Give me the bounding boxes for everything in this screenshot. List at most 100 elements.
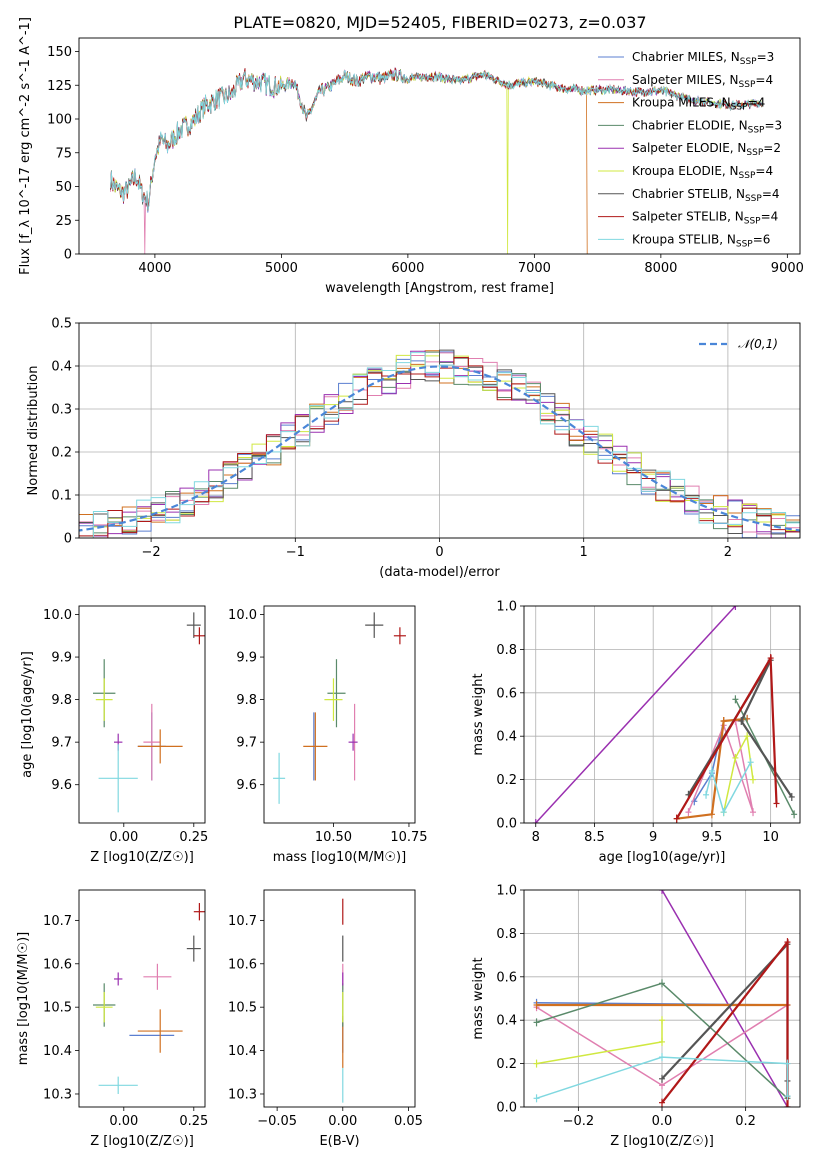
legend-value: =4 xyxy=(755,164,773,178)
residuals-panel: −2 −1 0 1 2 0 0.1 0.2 0.3 0.4 0.5 (data-model)/erro… xyxy=(26,317,801,580)
plot-area xyxy=(532,606,798,823)
mass-vs-ebv-panel: −0.05 0.00 0.05 10.3 10.4 10.5 10.6 10.7 E(B-V) xyxy=(228,889,423,1149)
y-tick-label: 9.8 xyxy=(236,693,257,708)
plot-area xyxy=(533,890,791,1107)
y-tick-label: 50 xyxy=(55,180,72,195)
x-tick-label: 4000 xyxy=(138,261,171,276)
y-tick-label: 0.2 xyxy=(496,773,517,788)
y-axis-label: age [log10(age/yr)] xyxy=(20,651,35,778)
y-axis-label: Flux [f_λ 10^-17 erg cm^-2 s^-1 A^-1] xyxy=(18,17,33,275)
plot-area xyxy=(273,612,406,804)
x-tick-label: 0.25 xyxy=(179,1114,208,1129)
axes-frame xyxy=(263,889,416,1108)
legend-value: =3 xyxy=(757,50,775,64)
x-tick-label: 0.00 xyxy=(328,1114,357,1129)
y-tick-label: 10.5 xyxy=(43,1001,72,1016)
legend-label: Chabrier ELODIE, NSSP=3 xyxy=(632,118,782,135)
y-tick-label: 125 xyxy=(47,79,72,94)
y-tick-label: 100 xyxy=(47,113,72,128)
x-tick-label: 2 xyxy=(724,545,732,560)
mass-vs-z-panel: 0.00 0.25 10.3 10.4 10.5 10.6 10.7 Z [log10(Z/Z… xyxy=(16,889,208,1149)
y-tick-label: 9.7 xyxy=(51,736,72,751)
legend-label: Kroupa MILES, NSSP=4 xyxy=(632,96,765,113)
legend-value: =2 xyxy=(763,141,781,155)
legend-label: Chabrier MILES, NSSP=3 xyxy=(632,50,774,67)
x-tick-label: −0.2 xyxy=(563,1114,595,1129)
y-tick-label: 9.9 xyxy=(236,651,257,666)
legend-value: =4 xyxy=(755,73,773,87)
y-tick-label: 10.5 xyxy=(228,1001,257,1016)
y-tick-label: 10.7 xyxy=(43,914,72,929)
age-vs-z-panel: 0.00 0.25 9.6 9.7 9.8 9.9 10.0 Z [log10(Z/Z☉)] a… xyxy=(20,605,208,865)
x-tick-label: 8000 xyxy=(644,261,677,276)
y-tick-label: 1.0 xyxy=(496,600,517,615)
y-tick-label: 0.6 xyxy=(496,970,517,985)
axes-frame xyxy=(78,322,801,539)
y-tick-label: 0.4 xyxy=(51,360,72,375)
x-tick-label: −1 xyxy=(286,545,305,560)
weight-line xyxy=(536,1056,789,1100)
y-tick-label: 9.7 xyxy=(236,736,257,751)
y-tick-label: 0.2 xyxy=(496,1057,517,1072)
x-axis-label: Z [log10(Z/Z☉)] xyxy=(90,1134,194,1149)
x-tick-label: 6000 xyxy=(391,261,424,276)
y-tick-label: 10.6 xyxy=(43,957,72,972)
axes-frame xyxy=(523,605,801,824)
y-tick-label: 9.6 xyxy=(236,778,257,793)
x-tick-label: 0.0 xyxy=(652,1114,673,1129)
x-tick-label: 8 xyxy=(532,830,540,845)
y-tick-label: 10.6 xyxy=(228,957,257,972)
x-tick-label: 5000 xyxy=(265,261,298,276)
y-tick-label: 0.2 xyxy=(51,446,72,461)
x-tick-label: 0.2 xyxy=(735,1114,756,1129)
spectrum-panel: 4000 5000 6000 7000 8000 9000 0 25 50 75 100 125 150… xyxy=(18,17,804,296)
weight-vs-z-panel: −0.2 0.0 0.2 0.0 0.2 0.4 0.6 0.8 1.0 Z [log10(Z/Z… xyxy=(471,884,801,1149)
axes-frame xyxy=(263,605,416,824)
x-tick-label: 0.05 xyxy=(394,1114,423,1129)
y-tick-label: 0.3 xyxy=(51,403,72,418)
legend-subscript: SSP xyxy=(748,125,765,135)
y-tick-label: 9.8 xyxy=(51,693,72,708)
y-tick-label: 10.4 xyxy=(43,1044,72,1059)
legend-value: =4 xyxy=(762,187,780,201)
weight-line xyxy=(705,761,752,815)
y-tick-label: 10.3 xyxy=(228,1087,257,1102)
legend-label: Chabrier STELIB, NSSP=4 xyxy=(632,187,780,204)
weight-line xyxy=(535,606,736,823)
x-axis-label: Z [log10(Z/Z☉)] xyxy=(610,1134,714,1149)
y-tick-label: 75 xyxy=(55,146,72,161)
y-axis-label: mass [log10(M/M☉)] xyxy=(16,932,31,1065)
weight-line xyxy=(536,1020,663,1065)
age-vs-mass-panel: 10.50 10.75 9.6 9.7 9.8 9.9 10.0 mass [log10(M/… xyxy=(228,605,428,865)
x-axis-label: (data-model)/error xyxy=(379,565,500,580)
legend-label: Salpeter ELODIE, NSSP=2 xyxy=(632,141,781,158)
legend-subscript: SSP xyxy=(740,57,757,67)
y-tick-label: 0.6 xyxy=(496,686,517,701)
weight-line xyxy=(675,654,778,820)
y-axis-label: Normed distribution xyxy=(26,366,41,496)
y-tick-label: 10.0 xyxy=(228,608,257,623)
y-tick-label: 9.9 xyxy=(51,651,72,666)
plot-area xyxy=(79,349,800,538)
figure-title: PLATE=0820, MJD=52405, FIBERID=0273, z=0… xyxy=(233,13,646,32)
x-tick-label: 9 xyxy=(649,830,657,845)
legend-value: =3 xyxy=(764,118,782,132)
weight-line xyxy=(722,733,754,813)
y-tick-label: 9.6 xyxy=(51,778,72,793)
y-tick-label: 0 xyxy=(64,532,72,547)
spectrum-line xyxy=(110,69,763,210)
x-tick-label: −2 xyxy=(142,545,161,560)
y-tick-label: 10.3 xyxy=(43,1087,72,1102)
legend-subscript: SSP xyxy=(739,80,756,90)
y-tick-label: 150 xyxy=(47,45,72,60)
y-tick-label: 0.8 xyxy=(496,643,517,658)
legend-value: =4 xyxy=(748,96,766,110)
axes-frame xyxy=(78,37,801,255)
y-tick-label: 25 xyxy=(55,214,72,229)
y-tick-label: 1.0 xyxy=(496,884,517,899)
legend-value: =4 xyxy=(761,210,779,224)
x-tick-label: 1 xyxy=(580,545,588,560)
weight-line xyxy=(687,720,754,813)
x-tick-label: 0.25 xyxy=(179,830,208,845)
